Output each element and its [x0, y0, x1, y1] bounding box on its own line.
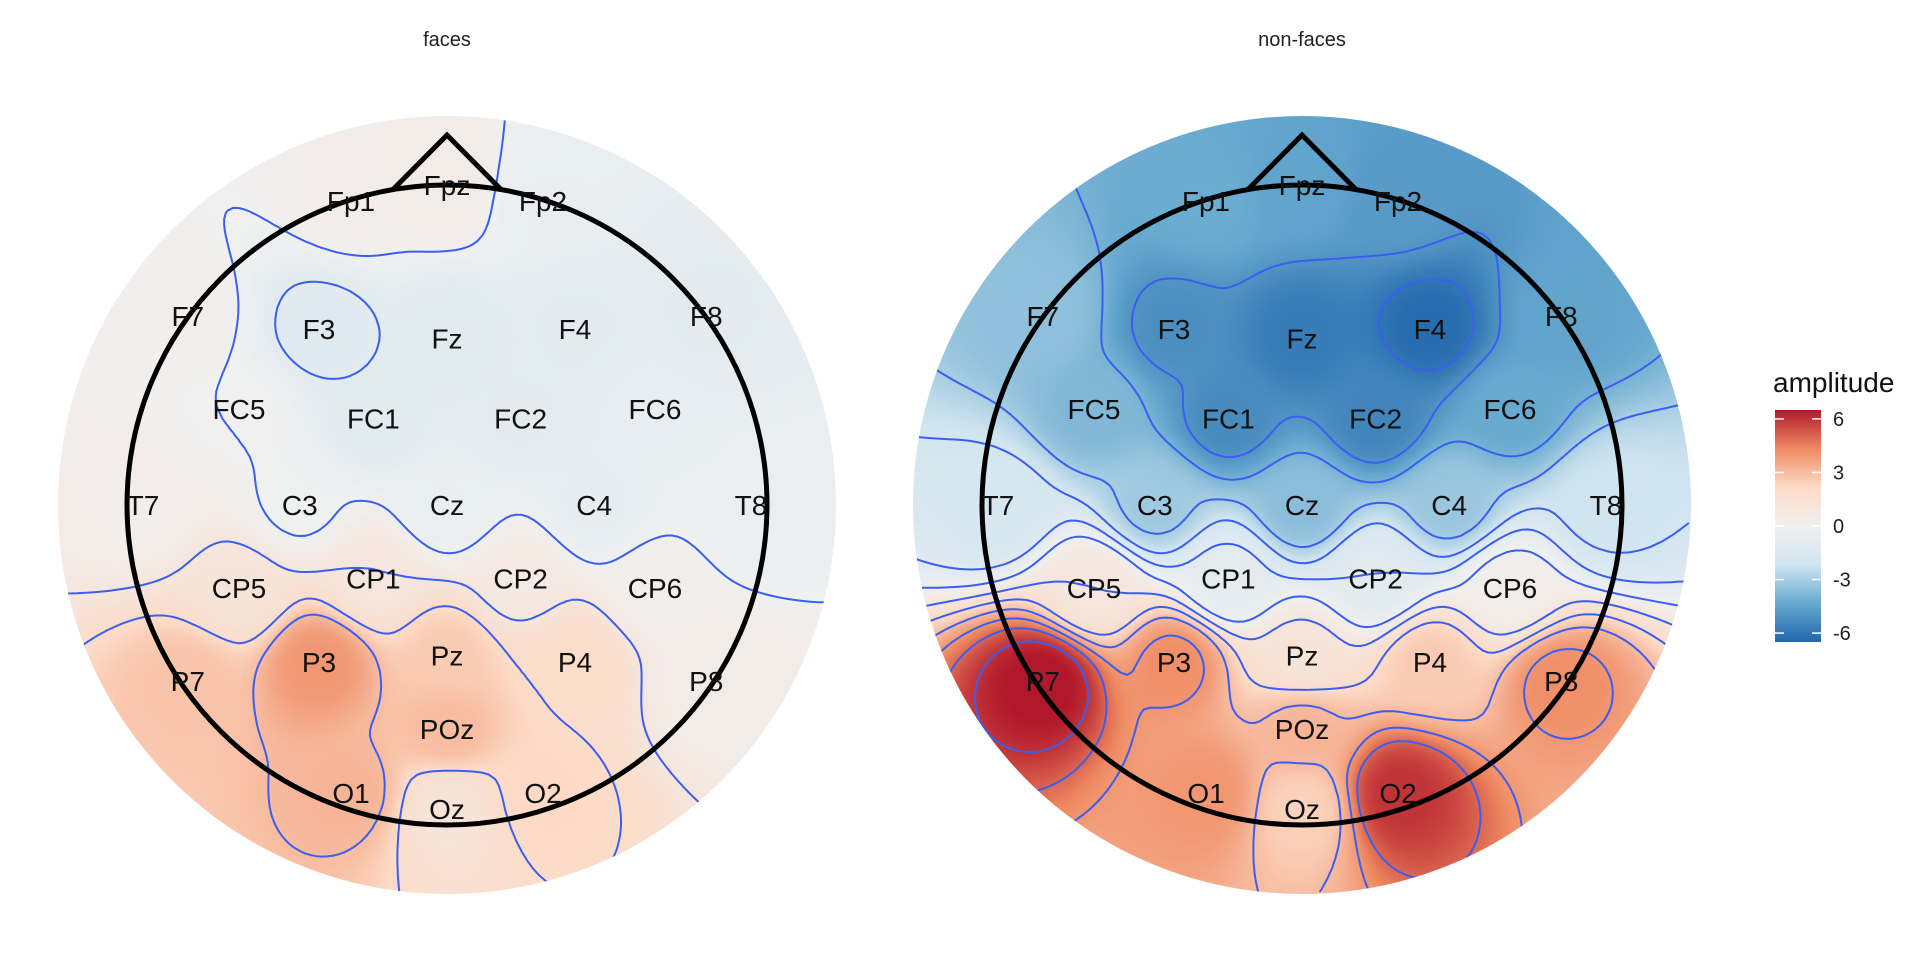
electrode-label-cp6: CP6 [628, 573, 682, 604]
electrode-label-c3: C3 [282, 490, 318, 521]
electrode-label-fc1: FC1 [347, 404, 400, 435]
electrode-label-fp2: Fp2 [1374, 186, 1422, 217]
scalp-field-faces [58, 116, 836, 894]
electrode-label-fpz: Fpz [1279, 170, 1326, 201]
electrode-label-fc5: FC5 [213, 394, 266, 425]
electrode-label-oz: Oz [429, 794, 465, 825]
electrode-label-p4: P4 [558, 647, 592, 678]
electrode-label-fc2: FC2 [1349, 404, 1402, 435]
electrode-label-p3: P3 [302, 647, 336, 678]
electrode-label-o1: O1 [1187, 778, 1224, 809]
legend-tick-label: 6 [1833, 409, 1844, 431]
legend-tick-label: 0 [1833, 516, 1844, 538]
topomap-non-faces: non-faces Fp1 Fpz Fp2 F7 F3 Fz F4 F8 FC5 FC1 FC2 FC… [913, 29, 1691, 894]
legend-tick-label: 3 [1833, 462, 1844, 484]
electrode-label-fz: Fz [1286, 324, 1317, 355]
electrode-label-o2: O2 [1379, 778, 1416, 809]
electrode-label-cp5: CP5 [1067, 573, 1121, 604]
head-outline-non-faces [979, 131, 1625, 828]
legend-ticks: 6 3 0 -3 -6 [1775, 409, 1851, 645]
electrode-label-cz: Cz [1285, 490, 1319, 521]
electrode-label-f3: F3 [1158, 314, 1191, 345]
electrode-label-cp5: CP5 [212, 573, 266, 604]
electrode-label-c4: C4 [1431, 490, 1467, 521]
electrode-label-p7: P7 [171, 666, 205, 697]
electrode-label-f8: F8 [690, 301, 723, 332]
nose-outline [1246, 131, 1358, 192]
electrode-label-fp1: Fp1 [327, 186, 375, 217]
head-circle [979, 182, 1625, 828]
electrode-label-fc2: FC2 [494, 404, 547, 435]
legend-title: amplitude [1773, 367, 1894, 398]
electrode-label-pz: Pz [1286, 640, 1319, 671]
electrode-label-fpz: Fpz [424, 170, 471, 201]
electrode-label-poz: POz [420, 714, 474, 745]
electrode-label-f4: F4 [559, 314, 592, 345]
amplitude-field-image [58, 116, 836, 894]
head-outline-faces [124, 131, 770, 828]
electrode-label-cp2: CP2 [493, 564, 547, 595]
amplitude-legend: amplitude 6 3 0 -3 -6 [1773, 367, 1894, 645]
electrode-label-c4: C4 [576, 490, 612, 521]
electrode-label-t7: T7 [127, 490, 160, 521]
electrode-label-f4: F4 [1414, 314, 1447, 345]
electrode-label-p4: P4 [1413, 647, 1447, 678]
electrode-label-p3: P3 [1157, 647, 1191, 678]
electrode-label-cp1: CP1 [346, 564, 400, 595]
panel-title-non-faces: non-faces [1258, 29, 1346, 51]
electrode-label-t8: T8 [735, 490, 768, 521]
electrode-label-f7: F7 [1026, 301, 1059, 332]
electrode-label-o1: O1 [332, 778, 369, 809]
electrode-label-p7: P7 [1026, 666, 1060, 697]
electrode-labels-non-faces: Fp1 Fpz Fp2 F7 F3 Fz F4 F8 FC5 FC1 FC2 FC6 T7 C3 Cz C4 T… [982, 170, 1623, 825]
electrode-label-f7: F7 [171, 301, 204, 332]
electrode-label-o2: O2 [524, 778, 561, 809]
electrode-label-fc5: FC5 [1068, 394, 1121, 425]
nose-outline [391, 131, 503, 192]
electrode-label-fp2: Fp2 [519, 186, 567, 217]
electrode-labels-faces: Fp1 Fpz Fp2 F7 F3 Fz F4 F8 FC5 FC1 FC2 FC6 T7 C3 Cz C4 T… [127, 170, 768, 825]
electrode-label-cp2: CP2 [1348, 564, 1402, 595]
electrode-label-cp1: CP1 [1201, 564, 1255, 595]
electrode-label-p8: P8 [689, 666, 723, 697]
electrode-label-t8: T8 [1590, 490, 1623, 521]
electrode-label-t7: T7 [982, 490, 1015, 521]
head-circle [124, 182, 770, 828]
electrode-label-fc6: FC6 [1484, 394, 1537, 425]
legend-tick-label: -3 [1833, 570, 1851, 592]
electrode-label-cp6: CP6 [1483, 573, 1537, 604]
electrode-label-oz: Oz [1284, 794, 1320, 825]
electrode-label-pz: Pz [431, 640, 464, 671]
scalp-field-non-faces [913, 116, 1691, 894]
legend-tick-label: -6 [1833, 623, 1851, 645]
electrode-label-poz: POz [1275, 714, 1329, 745]
electrode-label-fc6: FC6 [629, 394, 682, 425]
electrode-label-c3: C3 [1137, 490, 1173, 521]
electrode-label-fp1: Fp1 [1182, 186, 1230, 217]
panel-title-faces: faces [423, 29, 471, 51]
electrode-label-p8: P8 [1544, 666, 1578, 697]
electrode-label-fc1: FC1 [1202, 404, 1255, 435]
electrode-label-cz: Cz [430, 490, 464, 521]
electrode-label-f8: F8 [1545, 301, 1578, 332]
electrode-label-f3: F3 [303, 314, 336, 345]
topomap-faces: faces Fp1 Fpz Fp2 F7 F3 Fz F4 F8 FC5 FC1 FC2 FC6 T7 C… [58, 29, 836, 894]
electrode-label-fz: Fz [431, 324, 462, 355]
